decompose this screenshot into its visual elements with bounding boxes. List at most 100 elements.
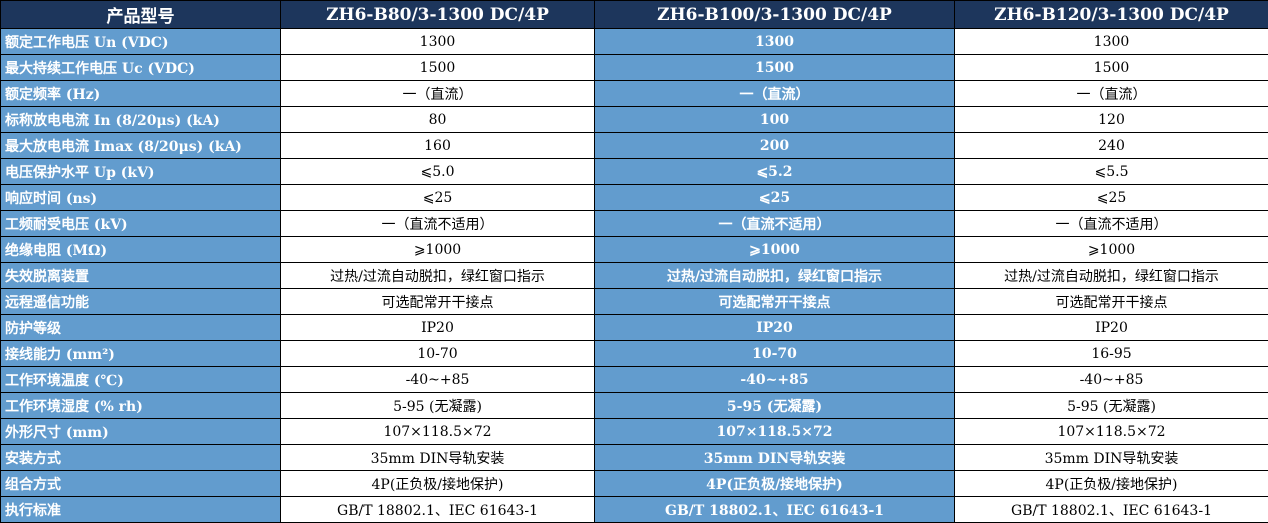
spec-value: ⩽5.0 bbox=[280, 158, 595, 185]
spec-value: -40~+85 bbox=[280, 366, 595, 393]
spec-value: 16-95 bbox=[954, 340, 1268, 367]
header-row: 产品型号 ZH6-B80/3-1300 DC/4P ZH6-B100/3-130… bbox=[0, 0, 1268, 29]
table-row: 外形尺寸 (mm) 107×118.5×72 107×118.5×72 107×118… bbox=[0, 418, 1268, 445]
spec-value: 1500 bbox=[954, 54, 1268, 81]
row-label: 标称放电电流 In (8/20μs) (kA) bbox=[0, 106, 281, 133]
spec-value: 5-95 (无凝露) bbox=[954, 392, 1268, 419]
spec-value: 可选配常开干接点 bbox=[280, 288, 595, 315]
spec-value: 可选配常开干接点 bbox=[954, 288, 1268, 315]
spec-value: 一（直流） bbox=[280, 80, 595, 107]
table-row: 工作环境温度 (℃) -40~+85 -40~+85 -40~+85 bbox=[0, 366, 1268, 393]
row-label: 外形尺寸 (mm) bbox=[0, 418, 281, 445]
table-row: 标称放电电流 In (8/20μs) (kA) 80 100 120 bbox=[0, 106, 1268, 133]
row-label: 最大放电电流 Imax (8/20μs) (kA) bbox=[0, 132, 281, 159]
spec-value: 5-95 (无凝露) bbox=[594, 392, 955, 419]
spec-value: ⩽25 bbox=[280, 184, 595, 211]
spec-value: ⩾1000 bbox=[954, 236, 1268, 263]
header-cell: ZH6-B80/3-1300 DC/4P bbox=[280, 0, 595, 29]
spec-value: 1300 bbox=[594, 28, 955, 55]
spec-value: GB/T 18802.1、IEC 61643-1 bbox=[954, 496, 1268, 523]
spec-value: GB/T 18802.1、IEC 61643-1 bbox=[280, 496, 595, 523]
table-row: 工频耐受电压 (kV) 一（直流不适用） 一（直流不适用） 一（直流不适用） bbox=[0, 210, 1268, 237]
spec-value: 过热/过流自动脱扣，绿红窗口指示 bbox=[594, 262, 955, 289]
row-label: 工作环境温度 (℃) bbox=[0, 366, 281, 393]
spec-value: IP20 bbox=[280, 314, 595, 341]
spec-value: 5-95 (无凝露) bbox=[280, 392, 595, 419]
row-label: 组合方式 bbox=[0, 470, 281, 497]
row-label: 防护等级 bbox=[0, 314, 281, 341]
spec-value: 过热/过流自动脱扣，绿红窗口指示 bbox=[280, 262, 595, 289]
spec-value: 1500 bbox=[594, 54, 955, 81]
spec-value: 一（直流不适用） bbox=[594, 210, 955, 237]
table-row: 电压保护水平 Up (kV) ⩽5.0 ⩽5.2 ⩽5.5 bbox=[0, 158, 1268, 185]
spec-value: IP20 bbox=[594, 314, 955, 341]
spec-value: 160 bbox=[280, 132, 595, 159]
row-label: 最大持续工作电压 Uc (VDC) bbox=[0, 54, 281, 81]
table-row: 远程遥信功能 可选配常开干接点 可选配常开干接点 可选配常开干接点 bbox=[0, 288, 1268, 315]
row-label: 额定工作电压 Un (VDC) bbox=[0, 28, 281, 55]
spec-value: -40~+85 bbox=[594, 366, 955, 393]
table-row: 最大持续工作电压 Uc (VDC) 1500 1500 1500 bbox=[0, 54, 1268, 81]
spec-value: ⩾1000 bbox=[594, 236, 955, 263]
row-label: 工频耐受电压 (kV) bbox=[0, 210, 281, 237]
spec-value: 10-70 bbox=[594, 340, 955, 367]
row-label: 绝缘电阻 (MΩ) bbox=[0, 236, 281, 263]
spec-value: 107×118.5×72 bbox=[594, 418, 955, 445]
spec-value: 80 bbox=[280, 106, 595, 133]
header-cell: 产品型号 bbox=[0, 0, 281, 29]
spec-value: 35mm DIN导轨安装 bbox=[594, 444, 955, 471]
spec-value: IP20 bbox=[954, 314, 1268, 341]
spec-value: 4P(正负极/接地保护) bbox=[594, 470, 955, 497]
spec-value: 35mm DIN导轨安装 bbox=[280, 444, 595, 471]
spec-value: 107×118.5×72 bbox=[280, 418, 595, 445]
spec-value: ⩾1000 bbox=[280, 236, 595, 263]
spec-value: 100 bbox=[594, 106, 955, 133]
row-label: 响应时间 (ns) bbox=[0, 184, 281, 211]
spec-value: 一（直流） bbox=[954, 80, 1268, 107]
spec-value: 35mm DIN导轨安装 bbox=[954, 444, 1268, 471]
spec-value: 1500 bbox=[280, 54, 595, 81]
row-label: 额定频率 (Hz) bbox=[0, 80, 281, 107]
spec-value: 一（直流不适用） bbox=[280, 210, 595, 237]
row-label: 接线能力 (mm²) bbox=[0, 340, 281, 367]
spec-value: 200 bbox=[594, 132, 955, 159]
spec-value: 1300 bbox=[954, 28, 1268, 55]
table-row: 额定工作电压 Un (VDC) 1300 1300 1300 bbox=[0, 28, 1268, 55]
table-row: 执行标准 GB/T 18802.1、IEC 61643-1 GB/T 18802.1… bbox=[0, 496, 1268, 523]
table-row: 防护等级 IP20 IP20 IP20 bbox=[0, 314, 1268, 341]
spec-value: 4P(正负极/接地保护) bbox=[280, 470, 595, 497]
header-cell: ZH6-B100/3-1300 DC/4P bbox=[594, 0, 955, 29]
spec-value: ⩽25 bbox=[594, 184, 955, 211]
table-row: 响应时间 (ns) ⩽25 ⩽25 ⩽25 bbox=[0, 184, 1268, 211]
row-label: 失效脱离装置 bbox=[0, 262, 281, 289]
table-row: 组合方式 4P(正负极/接地保护) 4P(正负极/接地保护) 4P(正负极/接地保护) bbox=[0, 470, 1268, 497]
spec-value: 107×118.5×72 bbox=[954, 418, 1268, 445]
table-row: 失效脱离装置 过热/过流自动脱扣，绿红窗口指示 过热/过流自动脱扣，绿红窗口指示 过热… bbox=[0, 262, 1268, 289]
table-row: 工作环境湿度 (% rh) 5-95 (无凝露) 5-95 (无凝露) 5-95 (无… bbox=[0, 392, 1268, 419]
spec-value: 4P(正负极/接地保护) bbox=[954, 470, 1268, 497]
row-label: 工作环境湿度 (% rh) bbox=[0, 392, 281, 419]
spec-value: 10-70 bbox=[280, 340, 595, 367]
spec-value: 1300 bbox=[280, 28, 595, 55]
row-label: 电压保护水平 Up (kV) bbox=[0, 158, 281, 185]
spec-value: 过热/过流自动脱扣，绿红窗口指示 bbox=[954, 262, 1268, 289]
header-cell: ZH6-B120/3-1300 DC/4P bbox=[954, 0, 1268, 29]
row-label: 远程遥信功能 bbox=[0, 288, 281, 315]
spec-value: GB/T 18802.1、IEC 61643-1 bbox=[594, 496, 955, 523]
row-label: 安装方式 bbox=[0, 444, 281, 471]
table-row: 接线能力 (mm²) 10-70 10-70 16-95 bbox=[0, 340, 1268, 367]
spec-value: 一（直流） bbox=[594, 80, 955, 107]
table-row: 安装方式 35mm DIN导轨安装 35mm DIN导轨安装 35mm DIN导轨安装 bbox=[0, 444, 1268, 471]
table-row: 绝缘电阻 (MΩ) ⩾1000 ⩾1000 ⩾1000 bbox=[0, 236, 1268, 263]
spec-value: -40~+85 bbox=[954, 366, 1268, 393]
spec-value: ⩽5.5 bbox=[954, 158, 1268, 185]
spec-value: 120 bbox=[954, 106, 1268, 133]
spec-value: 可选配常开干接点 bbox=[594, 288, 955, 315]
row-label: 执行标准 bbox=[0, 496, 281, 523]
spec-value: 一（直流不适用） bbox=[954, 210, 1268, 237]
spec-value: ⩽25 bbox=[954, 184, 1268, 211]
spec-value: 240 bbox=[954, 132, 1268, 159]
table-row: 最大放电电流 Imax (8/20μs) (kA) 160 200 240 bbox=[0, 132, 1268, 159]
table-row: 额定频率 (Hz) 一（直流） 一（直流） 一（直流） bbox=[0, 80, 1268, 107]
